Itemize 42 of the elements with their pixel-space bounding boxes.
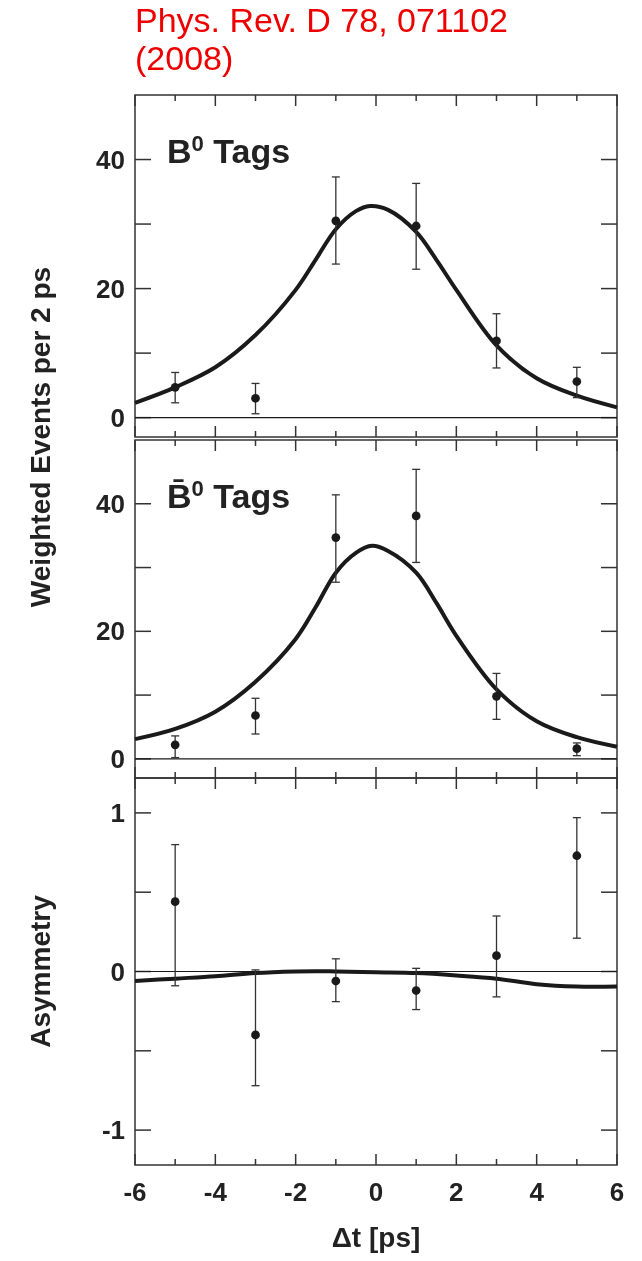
y-tick-label: 20	[96, 273, 125, 304]
x-tick-label: 0	[368, 1177, 384, 1207]
line-series	[133, 203, 619, 410]
y-tick-label: 0	[110, 743, 125, 774]
x-tick-label: -4	[203, 1177, 228, 1207]
point	[492, 336, 501, 346]
y-tick-label: 40	[96, 144, 125, 175]
point	[411, 986, 421, 995]
y-tick-label: 0	[110, 402, 125, 433]
point	[331, 216, 341, 226]
x-axis-title: Δt [ps]	[331, 1222, 421, 1253]
point	[170, 897, 180, 907]
y-tick-label: 0	[110, 956, 125, 987]
x-tick-label: -6	[123, 1177, 147, 1207]
y-tick-label: -1	[101, 1115, 125, 1146]
point	[411, 511, 421, 521]
point	[331, 533, 341, 542]
y-axis-title: Asymmetry	[25, 894, 56, 1048]
x-tick-label: 4	[529, 1177, 545, 1207]
point	[251, 1030, 260, 1040]
y-tick-label: 20	[96, 616, 125, 647]
y-tick-label: 40	[96, 488, 125, 519]
x-tick-label: 2	[449, 1177, 464, 1207]
point	[251, 393, 260, 403]
y-axis-title: Weighted Events per 2 ps	[25, 266, 56, 608]
point	[331, 976, 341, 986]
chart-title: Phys. Rev. D 78, 071102 (2008)	[135, 1, 508, 77]
point	[251, 711, 260, 720]
point	[572, 851, 582, 861]
point	[492, 692, 501, 701]
point	[170, 740, 180, 750]
x-tick-label: 6	[609, 1177, 625, 1207]
point	[492, 951, 501, 960]
line-series	[133, 969, 619, 989]
point	[170, 382, 180, 392]
x-tick-label: -2	[284, 1177, 308, 1207]
annotation: B$^{0}$ Tags	[167, 130, 291, 170]
annotation: B̄$^{0}$ Tags	[167, 475, 291, 515]
point	[411, 221, 421, 231]
point	[572, 377, 582, 386]
y-tick-label: 1	[110, 797, 125, 828]
line-series	[133, 543, 619, 749]
